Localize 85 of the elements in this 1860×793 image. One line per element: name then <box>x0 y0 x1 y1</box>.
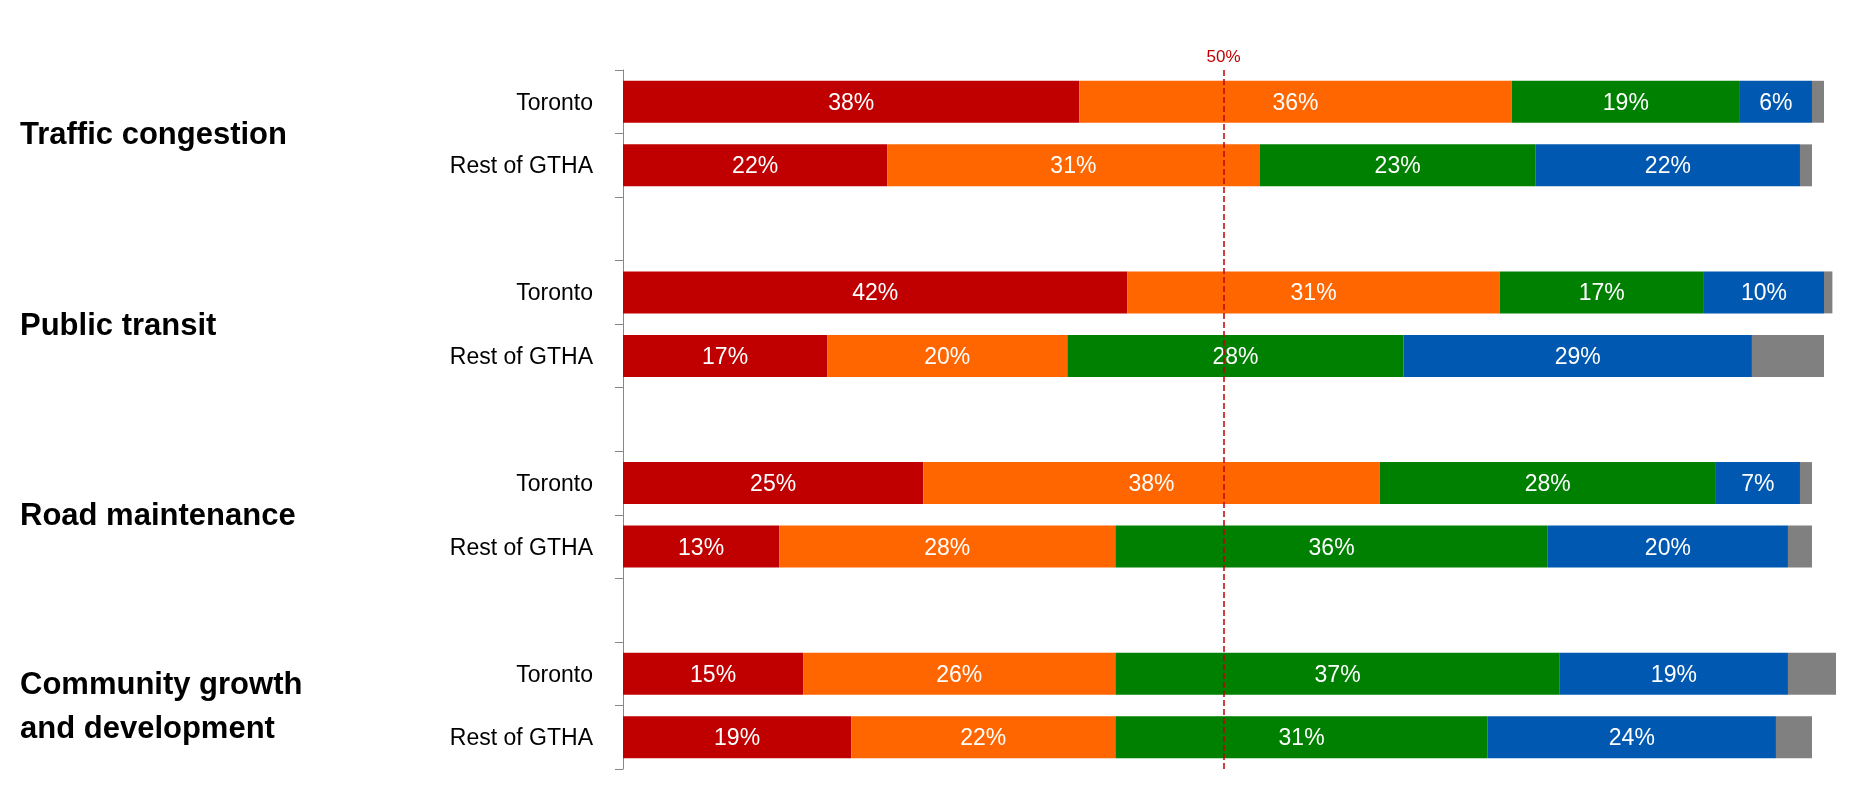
bar <box>623 652 804 695</box>
data-label: 19% <box>1650 660 1697 687</box>
ref-line-label: 50% <box>1206 47 1241 66</box>
bar <box>851 716 1116 759</box>
data-label: 10% <box>1740 279 1787 306</box>
bar <box>623 462 924 505</box>
bar <box>1775 716 1812 759</box>
y-tick-label: Toronto <box>516 88 593 115</box>
data-label: 7% <box>1741 470 1775 497</box>
data-label: 37% <box>1314 660 1361 687</box>
bar <box>1547 525 1788 568</box>
y-tick-label: Toronto <box>516 470 593 497</box>
data-label: 36% <box>1308 533 1355 560</box>
bar <box>1703 271 1824 314</box>
bar <box>1127 271 1500 314</box>
y-tick-label: Rest of GTHA <box>449 152 594 179</box>
data-label: 28% <box>1524 470 1571 497</box>
data-label: 20% <box>924 342 971 369</box>
data-label: 38% <box>1128 470 1175 497</box>
y-tick-label: Rest of GTHA <box>449 533 594 560</box>
bar <box>1823 271 1833 314</box>
data-label: 29% <box>1554 342 1601 369</box>
bar <box>623 525 780 568</box>
bar <box>779 525 1116 568</box>
bar <box>1259 144 1536 187</box>
data-label: 13% <box>678 533 725 560</box>
bar <box>1379 462 1716 505</box>
bar <box>1559 652 1788 695</box>
data-label: 31% <box>1050 152 1097 179</box>
bar <box>1799 462 1812 505</box>
bar <box>623 271 1128 314</box>
bar <box>623 80 1080 123</box>
bar <box>623 334 828 377</box>
bar <box>1535 144 1800 187</box>
data-label: 20% <box>1644 533 1691 560</box>
data-label: 31% <box>1278 724 1325 751</box>
bar <box>923 462 1380 505</box>
data-label: 22% <box>1644 152 1691 179</box>
bar <box>1067 334 1404 377</box>
y-tick-label: Toronto <box>516 279 593 306</box>
data-label: 26% <box>936 660 983 687</box>
bar <box>1115 525 1548 568</box>
bar <box>1511 80 1740 123</box>
data-label: 36% <box>1272 88 1319 115</box>
text: Road maintenance <box>20 497 296 533</box>
data-label: 38% <box>828 88 875 115</box>
bar <box>1811 80 1824 123</box>
text: Public transit <box>20 306 217 342</box>
bar <box>1787 525 1812 568</box>
data-label: 31% <box>1290 279 1337 306</box>
bar <box>827 334 1068 377</box>
y-tick-label: Rest of GTHA <box>449 724 594 751</box>
data-label: 22% <box>960 724 1007 751</box>
data-label: 28% <box>924 533 971 560</box>
bar <box>887 144 1260 187</box>
text: Traffic congestion <box>20 116 287 152</box>
data-label: 17% <box>702 342 749 369</box>
y-tick-label: Rest of GTHA <box>449 342 594 369</box>
text: Community growth and development <box>20 665 303 745</box>
data-label: 24% <box>1608 724 1655 751</box>
bar <box>1787 652 1836 695</box>
bar <box>1079 80 1512 123</box>
bar <box>1751 334 1824 377</box>
data-label: 6% <box>1759 88 1793 115</box>
bar <box>1403 334 1752 377</box>
bar <box>1499 271 1704 314</box>
data-label: 19% <box>1602 88 1649 115</box>
data-label: 28% <box>1212 342 1259 369</box>
y-tick-label: Toronto <box>516 660 593 687</box>
bar <box>623 716 852 759</box>
data-label: 19% <box>714 724 761 751</box>
bar <box>623 144 888 187</box>
data-label: 23% <box>1374 152 1421 179</box>
bar <box>1739 80 1812 123</box>
data-label: 42% <box>852 279 899 306</box>
bar <box>1487 716 1776 759</box>
bar <box>1799 144 1812 187</box>
bar <box>1715 462 1800 505</box>
data-label: 15% <box>690 660 737 687</box>
data-label: 25% <box>750 470 797 497</box>
bar <box>803 652 1116 695</box>
bar <box>1115 716 1488 759</box>
bar <box>1115 652 1560 695</box>
data-label: 22% <box>732 152 779 179</box>
data-label: 17% <box>1578 279 1625 306</box>
